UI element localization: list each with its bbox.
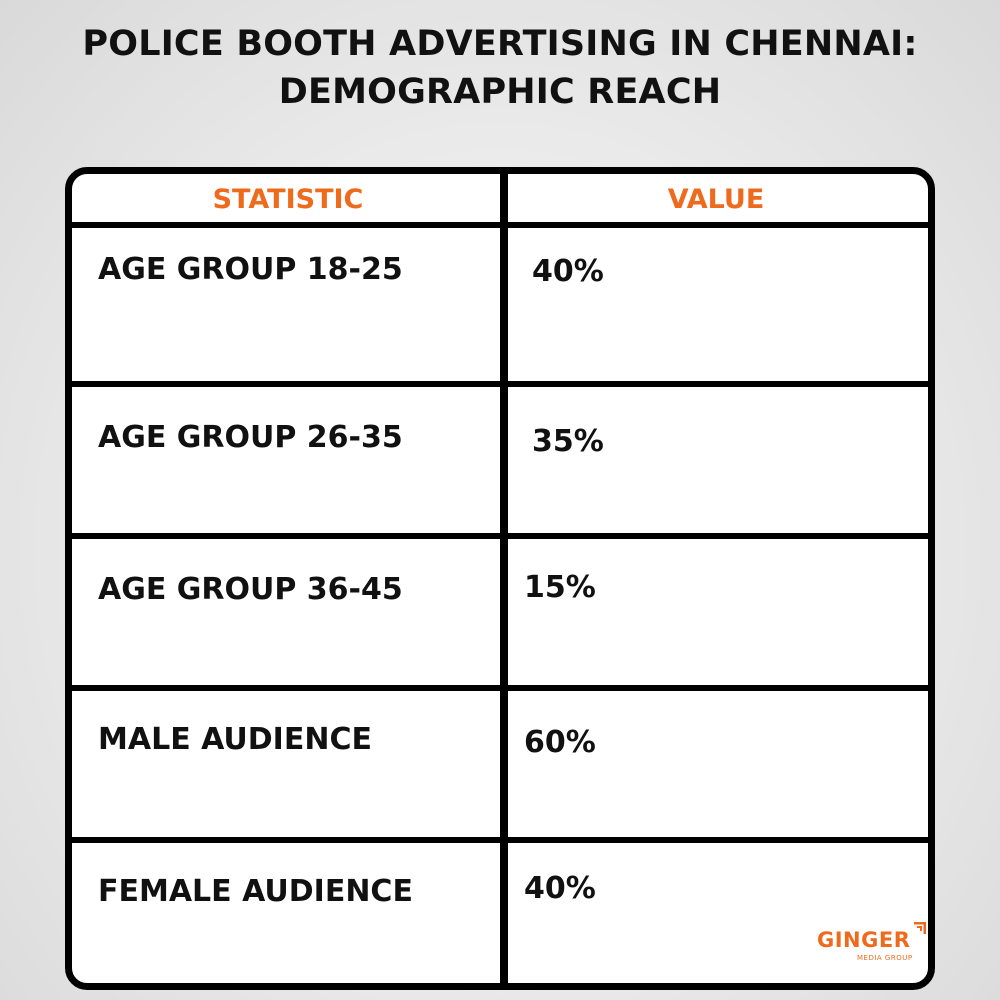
value-label: 15% [524,570,596,605]
title-line-1: POLICE BOOTH ADVERTISING IN CHENNAI: [82,24,918,64]
statistic-label: FEMALE AUDIENCE [98,874,413,909]
row-divider [72,685,928,691]
value-cell: 60% [504,692,928,844]
value-label: 35% [532,424,604,459]
statistic-label: AGE GROUP 18-25 [98,252,403,287]
title-line-2: DEMOGRAPHIC REACH [278,72,722,112]
ginger-logo-mark-icon [914,922,926,934]
logo-wordmark: GINGER [817,928,911,952]
header-cell-value: VALUE [504,174,928,226]
table-row: FEMALE AUDIENCE 40% [72,844,928,983]
statistic-label: MALE AUDIENCE [98,722,372,757]
value-label: 60% [524,725,596,760]
row-divider [72,381,928,387]
table-header-row: STATISTIC VALUE [72,174,928,226]
demographic-table: STATISTIC VALUE AGE GROUP 18-25 40% AGE … [65,167,935,990]
column-header-statistic: STATISTIC [212,184,364,215]
logo-tagline: MEDIA GROUP [857,954,913,962]
statistic-cell: FEMALE AUDIENCE [72,844,504,983]
page-title: POLICE BOOTH ADVERTISING IN CHENNAI: DEM… [0,20,1000,116]
header-cell-statistic: STATISTIC [72,174,504,226]
column-divider [500,174,508,983]
ginger-media-logo: GINGER MEDIA GROUP [817,920,928,970]
table-row: AGE GROUP 18-25 40% [72,226,928,388]
value-cell: 40% [504,844,928,983]
row-divider [72,837,928,843]
column-header-value: VALUE [667,184,765,215]
value-cell: 15% [504,540,928,692]
table-row: MALE AUDIENCE 60% [72,692,928,844]
row-divider [72,222,928,228]
row-divider [72,533,928,539]
statistic-label: AGE GROUP 36-45 [98,572,403,607]
value-label: 40% [532,254,604,289]
statistic-cell: AGE GROUP 36-45 [72,540,504,692]
statistic-label: AGE GROUP 26-35 [98,420,403,455]
value-cell: 35% [504,388,928,540]
statistic-cell: AGE GROUP 18-25 [72,226,504,388]
table-row: AGE GROUP 26-35 35% [72,388,928,540]
value-cell: 40% [504,226,928,388]
statistic-cell: AGE GROUP 26-35 [72,388,504,540]
value-label: 40% [524,871,596,906]
statistic-cell: MALE AUDIENCE [72,692,504,844]
table-row: AGE GROUP 36-45 15% [72,540,928,692]
